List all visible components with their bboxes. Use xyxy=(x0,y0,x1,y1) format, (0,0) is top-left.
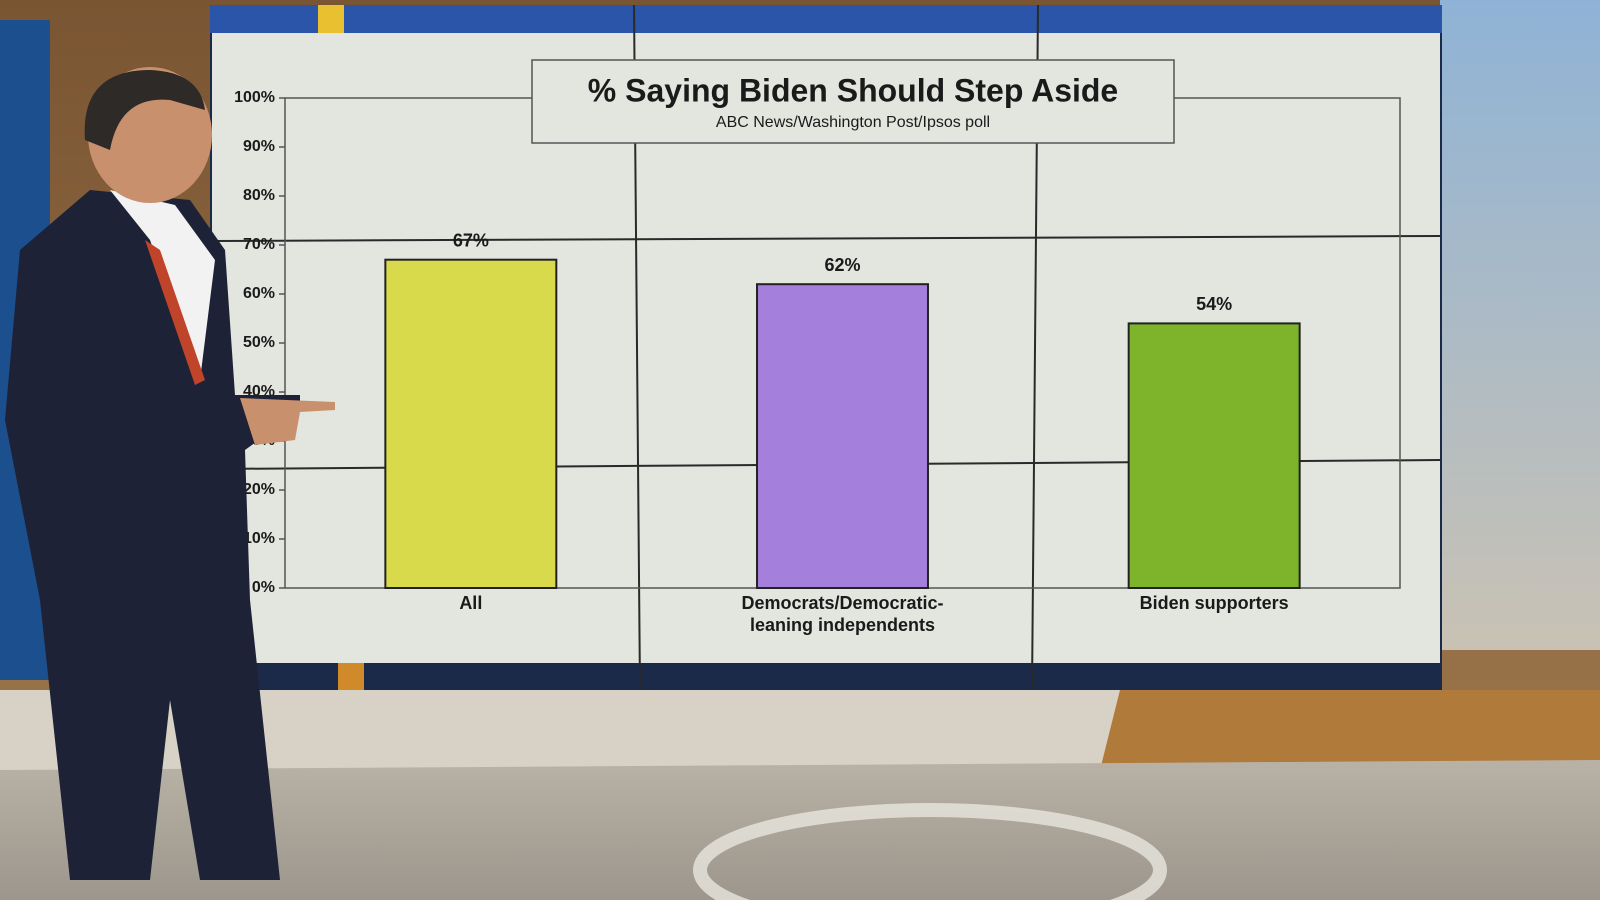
y-tick-label: 50% xyxy=(243,334,275,351)
bar xyxy=(756,283,929,589)
y-tick-label: 10% xyxy=(243,530,275,547)
screen-seam xyxy=(211,235,1441,242)
bar xyxy=(1127,322,1301,589)
value-label: 67% xyxy=(453,230,489,250)
side-screen xyxy=(0,20,50,680)
y-tick-label: 30% xyxy=(243,432,275,449)
x-tick-label: Biden supporters xyxy=(1139,593,1289,613)
floor-logo xyxy=(693,803,1167,900)
chart-title: % Saying Biden Should Step Aside xyxy=(588,72,1118,108)
city-window xyxy=(1440,0,1600,650)
y-tick-label: 60% xyxy=(243,285,275,302)
x-label-box: All xyxy=(459,593,483,613)
y-tick-label: 100% xyxy=(234,89,275,106)
x-tick-label: All xyxy=(459,593,483,613)
y-tick-label: 20% xyxy=(243,481,275,498)
floor xyxy=(0,760,1600,900)
y-tick-label: 80% xyxy=(243,187,275,204)
y-tick-label: 40% xyxy=(243,383,275,400)
wood-floor xyxy=(1100,690,1600,780)
screen-top-band xyxy=(210,5,1442,33)
x-tick-label: Democrats/Democratic-leaning independent… xyxy=(741,593,944,635)
x-label-box: Democrats/Democratic-leaning independent… xyxy=(741,593,944,635)
y-tick-label: 90% xyxy=(243,138,275,155)
screen-accent xyxy=(338,663,364,690)
title-box xyxy=(531,59,1175,144)
y-tick-label: 0% xyxy=(252,579,275,596)
screen-accent xyxy=(318,5,344,33)
bar xyxy=(384,258,558,589)
value-label: 62% xyxy=(824,255,860,275)
x-label-box: Biden supporters xyxy=(1139,593,1289,613)
y-tick-label: 70% xyxy=(243,236,275,253)
value-label: 54% xyxy=(1196,294,1232,314)
chart-subtitle: ABC News/Washington Post/Ipsos poll xyxy=(716,114,990,131)
